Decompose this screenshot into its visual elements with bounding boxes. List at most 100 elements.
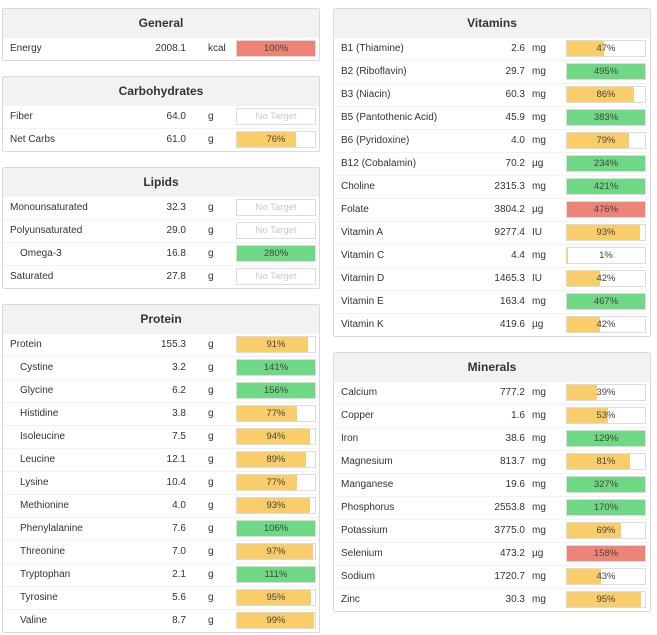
target-progress-bar: 99%: [236, 612, 316, 629]
nutrient-unit: g: [208, 454, 214, 465]
nutrient-unit: g: [208, 202, 214, 213]
nutrient-row[interactable]: B6 (Pyridoxine) 4.0 mg 79%: [334, 130, 650, 152]
nutrient-amount: 7.0: [172, 546, 186, 557]
nutrient-amount: 155.3: [160, 339, 186, 350]
nutrient-unit: mg: [532, 135, 546, 146]
nutrient-row[interactable]: Copper 1.6 mg 53%: [334, 405, 650, 427]
nutrient-row[interactable]: Vitamin A 9277.4 IU 93%: [334, 222, 650, 244]
nutrient-row[interactable]: Leucine 12.1 g 89%: [3, 449, 319, 471]
nutrient-unit: g: [208, 271, 214, 282]
progress-label: 42%: [596, 273, 616, 284]
nutrient-unit: IU: [532, 273, 542, 284]
nutrient-row[interactable]: Isoleucine 7.5 g 94%: [3, 426, 319, 448]
progress-fill: [567, 569, 601, 584]
nutrient-unit: mg: [532, 594, 546, 605]
nutrient-row[interactable]: Tyrosine 5.6 g 95%: [3, 587, 319, 609]
nutrient-row[interactable]: Manganese 19.6 mg 327%: [334, 474, 650, 496]
nutrient-row[interactable]: Protein 155.3 g 91%: [3, 334, 319, 356]
nutrient-row[interactable]: Fiber 64.0 g No Target: [3, 106, 319, 128]
target-progress-bar: 76%: [236, 131, 316, 148]
nutrient-row[interactable]: Potassium 3775.0 mg 69%: [334, 520, 650, 542]
nutrient-row[interactable]: Selenium 473.2 µg 158%: [334, 543, 650, 565]
nutrient-amount: 10.4: [166, 477, 186, 488]
nutrient-amount: 32.3: [166, 202, 186, 213]
target-progress-bar: 81%: [566, 453, 646, 470]
nutrient-row[interactable]: B2 (Riboflavin) 29.7 mg 495%: [334, 61, 650, 83]
nutrient-name: Phenylalanine: [20, 523, 83, 534]
progress-fill: [237, 521, 315, 536]
progress-label: 77%: [266, 477, 286, 488]
target-progress-bar: 156%: [236, 382, 316, 399]
progress-label: 106%: [263, 523, 289, 534]
nutrient-row[interactable]: Vitamin D 1465.3 IU 42%: [334, 268, 650, 290]
progress-fill: [567, 202, 645, 217]
target-progress-bar: 476%: [566, 201, 646, 218]
nutrient-row[interactable]: Iron 38.6 mg 129%: [334, 428, 650, 450]
nutrient-row[interactable]: Choline 2315.3 mg 421%: [334, 176, 650, 198]
nutrient-row[interactable]: Lysine 10.4 g 77%: [3, 472, 319, 494]
nutrient-row[interactable]: Zinc 30.3 mg 95%: [334, 589, 650, 611]
nutrient-row[interactable]: Valine 8.7 g 99%: [3, 610, 319, 632]
nutrient-row[interactable]: B3 (Niacin) 60.3 mg 86%: [334, 84, 650, 106]
nutrient-unit: g: [208, 362, 214, 373]
nutrient-name: Folate: [341, 204, 369, 215]
nutrient-name: Monounsaturated: [10, 202, 88, 213]
nutrient-row[interactable]: Tryptophan 2.1 g 111%: [3, 564, 319, 586]
progress-fill: [237, 406, 298, 421]
nutrient-amount: 2.1: [172, 569, 186, 580]
progress-fill: [567, 546, 645, 561]
nutrient-name: Leucine: [20, 454, 56, 465]
progress-label: 476%: [593, 204, 619, 215]
nutrient-row[interactable]: Calcium 777.2 mg 39%: [334, 382, 650, 404]
nutrient-row[interactable]: B1 (Thiamine) 2.6 mg 47%: [334, 38, 650, 60]
nutrient-amount: 3.2: [172, 362, 186, 373]
nutrient-row[interactable]: Phosphorus 2553.8 mg 170%: [334, 497, 650, 519]
nutrient-name: Tryptophan: [20, 569, 71, 580]
nutrient-unit: g: [208, 546, 214, 557]
nutrient-row[interactable]: Net Carbs 61.0 g 76%: [3, 129, 319, 151]
progress-label: 383%: [593, 112, 619, 123]
nutrient-row[interactable]: Phenylalanine 7.6 g 106%: [3, 518, 319, 540]
nutrient-amount: 7.6: [172, 523, 186, 534]
progress-fill: [237, 498, 310, 513]
target-progress-bar: 421%: [566, 178, 646, 195]
nutrient-amount: 29.7: [505, 66, 525, 77]
nutrient-amount: 12.1: [166, 454, 186, 465]
progress-label: 327%: [593, 479, 619, 490]
progress-fill: [567, 64, 645, 79]
nutrient-row[interactable]: Energy 2008.1 kcal 100%: [3, 38, 319, 60]
nutrient-row[interactable]: Magnesium 813.7 mg 81%: [334, 451, 650, 473]
target-progress-bar: 89%: [236, 451, 316, 468]
nutrient-amount: 30.3: [505, 594, 525, 605]
progress-fill: [237, 475, 298, 490]
nutrient-row[interactable]: Saturated 27.8 g No Target: [3, 266, 319, 288]
carbohydrates-panel-title: Carbohydrates: [118, 84, 204, 98]
nutrient-name: Glycine: [20, 385, 54, 396]
nutrient-row[interactable]: Omega-3 16.8 g 280%: [3, 243, 319, 265]
nutrient-row[interactable]: Monounsaturated 32.3 g No Target: [3, 197, 319, 219]
nutrient-amount: 45.9: [505, 112, 525, 123]
progress-fill: [237, 429, 311, 444]
nutrient-row[interactable]: Threonine 7.0 g 97%: [3, 541, 319, 563]
nutrient-amount: 3775.0: [494, 525, 525, 536]
progress-label: 158%: [593, 548, 619, 559]
nutrient-row[interactable]: Vitamin C 4.4 mg 1%: [334, 245, 650, 267]
nutrient-row[interactable]: B5 (Pantothenic Acid) 45.9 mg 383%: [334, 107, 650, 129]
nutrient-name: Saturated: [10, 271, 54, 282]
nutrient-row[interactable]: Histidine 3.8 g 77%: [3, 403, 319, 425]
target-progress-bar: 91%: [236, 336, 316, 353]
nutrient-unit: g: [208, 523, 214, 534]
nutrient-name: Selenium: [341, 548, 383, 559]
nutrient-row[interactable]: Vitamin K 419.6 µg 42%: [334, 314, 650, 336]
nutrient-row[interactable]: Vitamin E 163.4 mg 467%: [334, 291, 650, 313]
nutrient-row[interactable]: Methionine 4.0 g 93%: [3, 495, 319, 517]
nutrient-row[interactable]: Cystine 3.2 g 141%: [3, 357, 319, 379]
nutrient-row[interactable]: Sodium 1720.7 mg 43%: [334, 566, 650, 588]
nutrient-name: Vitamin K: [341, 319, 384, 330]
nutrient-row[interactable]: Glycine 6.2 g 156%: [3, 380, 319, 402]
nutrient-row[interactable]: Polyunsaturated 29.0 g No Target: [3, 220, 319, 242]
nutrient-name: Choline: [341, 181, 375, 192]
nutrient-amount: 3804.2: [494, 204, 525, 215]
nutrient-row[interactable]: B12 (Cobalamin) 70.2 µg 234%: [334, 153, 650, 175]
nutrient-row[interactable]: Folate 3804.2 µg 476%: [334, 199, 650, 221]
